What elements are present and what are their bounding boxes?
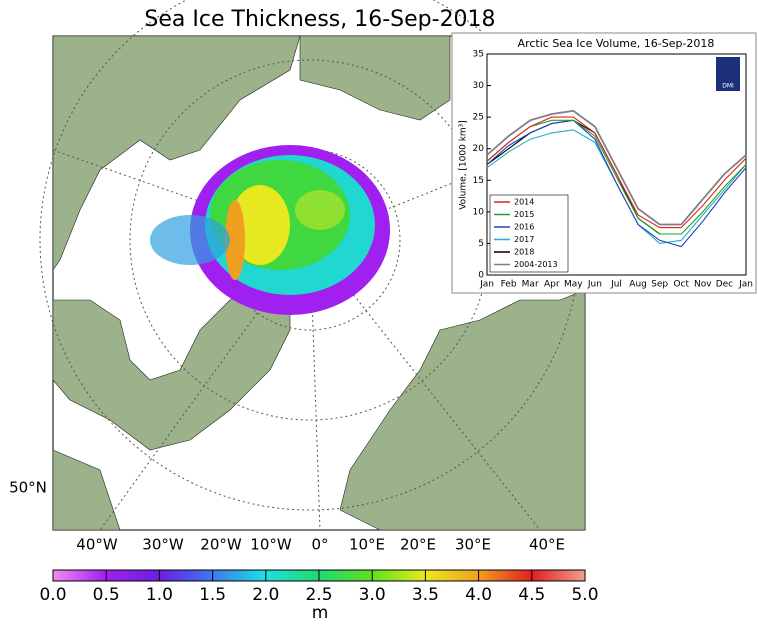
y-tick-label: 5 [478,239,484,249]
x-tick-label: Aug [629,280,647,290]
logo-text: DMI [722,83,734,90]
colorbar-tick-label: 1.0 [146,585,173,605]
y-tick-label: 30 [473,81,485,91]
colorbar-tick-label: 2.5 [305,585,332,605]
y-tick-label: 10 [473,207,485,217]
colorbar-tick-label: 2.0 [252,585,279,605]
lon-label: 40°E [529,536,565,554]
x-tick-label: May [564,280,583,290]
lon-label: 40°W [76,536,118,554]
colorbar-tick-label: 0.5 [93,585,120,605]
lon-label: 10°W [250,536,292,554]
y-tick-label: 20 [473,144,485,154]
x-tick-label: Oct [673,280,689,290]
lon-label: 10°E [349,536,385,554]
title: Sea Ice Thickness, 16-Sep-2018 [144,7,495,32]
lon-label: 30°W [142,536,184,554]
x-tick-label: Jan [738,280,753,290]
y-tick-label: 15 [473,176,484,186]
legend-label: 2015 [514,210,534,219]
series-line [486,119,747,248]
legend-box [489,194,569,273]
sea-ice [150,145,390,315]
y-tick-label: 35 [473,50,484,60]
legend-label: 2004-2013 [514,260,558,269]
x-tick-label: Jun [587,280,602,290]
colorbar-tick-label: 3.0 [359,585,386,605]
series-line [486,109,747,226]
x-tick-label: Jul [610,280,622,290]
legend-label: 2017 [514,235,534,244]
logo [716,57,740,91]
colorbar-tick-label: 0.0 [39,585,66,605]
legend-label: 2018 [514,248,534,257]
x-tick-label: Feb [501,280,517,290]
y-tick-label: 25 [473,113,484,123]
y-axis-label: Volume, [1000 km³] [459,120,469,210]
colorbar-tick-label: 4.0 [465,585,492,605]
colorbar-unit: m [312,603,329,623]
colorbar-tick-label: 5.0 [571,585,598,605]
series-line [486,116,747,229]
colorbar: 0.0 0.5 1.0 1.5 2.0 2.5 3.0 3.5 4.0 4.5 5.0 m [39,569,599,623]
legend-label: 2016 [514,223,534,232]
legend-label: 2014 [514,198,534,207]
y-tick-label: 0 [478,271,484,281]
colorbar-tick-label: 1.5 [199,585,226,605]
lon-label: 20°W [200,536,242,554]
inset-chart: Arctic Sea Ice Volume, 16-Sep-2018 Volum… [451,32,757,294]
x-tick-label: Jan [479,280,494,290]
lat-label: 50°N [9,479,47,497]
x-tick-label: Apr [544,280,560,290]
land [52,35,586,531]
lon-label: 30°E [455,536,491,554]
lon-label: 20°E [400,536,436,554]
colorbar-tick-label: 3.5 [412,585,439,605]
colorbar-tick-label: 4.5 [518,585,545,605]
chart-title: Arctic Sea Ice Volume, 16-Sep-2018 [518,37,715,50]
x-tick-label: Nov [694,280,712,290]
x-tick-label: Dec [716,280,733,290]
lon-label: 0° [311,536,328,554]
x-tick-label: Mar [522,280,539,290]
x-tick-label: Sep [651,280,668,290]
